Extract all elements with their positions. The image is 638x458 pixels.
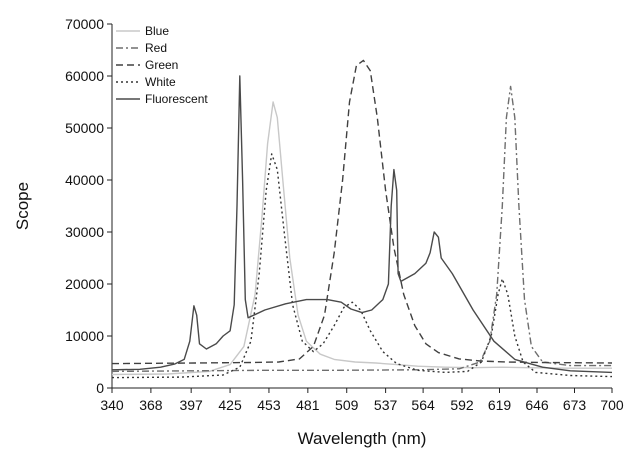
legend-label-fluorescent: Fluorescent xyxy=(145,92,208,106)
x-tick-label: 646 xyxy=(525,397,549,413)
y-axis-title: Scope xyxy=(13,182,32,230)
legend: Blue Red Green White Fluorescent xyxy=(116,24,208,106)
y-tick-label: 30000 xyxy=(65,224,104,240)
y-tick-label: 20000 xyxy=(65,276,104,292)
y-tick-label: 60000 xyxy=(65,68,104,84)
x-axis-title: Wavelength (nm) xyxy=(298,429,427,448)
series-line-red xyxy=(111,85,612,373)
y-tick-label: 50000 xyxy=(65,120,104,136)
series-line-green xyxy=(111,59,613,365)
x-tick-label: 537 xyxy=(374,397,398,413)
x-tick-label: 592 xyxy=(450,397,474,413)
y-tick-label: 0 xyxy=(96,380,104,396)
x-tick-label: 700 xyxy=(600,397,624,413)
x-tick-label: 673 xyxy=(563,397,587,413)
legend-label-green: Green xyxy=(145,58,178,72)
x-tick-label: 397 xyxy=(179,397,203,413)
y-tick-label: 70000 xyxy=(65,16,104,32)
x-tick-label: 509 xyxy=(335,397,359,413)
legend-label-blue: Blue xyxy=(145,24,169,38)
y-tick-label: 40000 xyxy=(65,172,104,188)
series-line-fluorescent xyxy=(111,75,613,374)
y-axis-ticks: 0 10000 20000 30000 40000 50000 60000 70000 xyxy=(65,16,112,396)
legend-label-red: Red xyxy=(145,41,167,55)
series-group xyxy=(111,59,613,379)
x-axis-ticks: 340 368 397 425 453 481 509 537 564 592 619 646 673 7… xyxy=(100,388,624,413)
series-line-blue xyxy=(111,101,612,376)
x-tick-label: 481 xyxy=(296,397,320,413)
series-line-white xyxy=(111,153,613,379)
y-tick-label: 10000 xyxy=(65,328,104,344)
legend-label-white: White xyxy=(145,75,176,89)
x-tick-label: 340 xyxy=(100,397,124,413)
x-tick-label: 425 xyxy=(218,397,242,413)
x-tick-label: 564 xyxy=(411,397,435,413)
x-tick-label: 453 xyxy=(257,397,281,413)
x-tick-label: 368 xyxy=(139,397,163,413)
x-tick-label: 619 xyxy=(488,397,512,413)
